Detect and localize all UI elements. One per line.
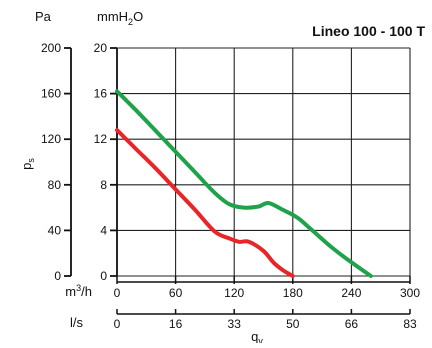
grid	[116, 47, 411, 277]
axes	[64, 47, 411, 315]
mmh2o-tick-label: 0	[100, 269, 107, 283]
pa-tick-label: 0	[54, 269, 61, 283]
series-line-red	[115, 128, 295, 278]
pa-tick-label: 120	[41, 132, 61, 146]
m3h-tick-label: 0	[114, 286, 121, 300]
y-axis-label: ps	[19, 158, 36, 170]
mmh2o-tick-label: 8	[100, 178, 107, 192]
m3h-tick-label: 300	[400, 286, 420, 300]
m3h-tick-label: 60	[169, 286, 183, 300]
mmh2o-tick-label: 12	[94, 132, 108, 146]
x-axis-label: qv	[251, 329, 263, 343]
mmh2o-tick-label: 4	[100, 223, 107, 237]
ls-tick-label: 83	[403, 317, 417, 331]
ls-tick-label: 66	[345, 317, 359, 331]
pa-tick-label: 80	[48, 178, 62, 192]
pa-tick-label: 200	[41, 41, 61, 55]
m3h-tick-label: 180	[283, 286, 303, 300]
mmh2o-tick-label: 16	[94, 87, 108, 101]
mmh2o-tick-label: 20	[94, 41, 108, 55]
x-unit-ls-label: l/s	[70, 315, 84, 330]
m3h-tick-label: 120	[224, 286, 244, 300]
pa-tick-label: 160	[41, 87, 61, 101]
ls-tick-label: 50	[286, 317, 300, 331]
chart-title: Lineo 100 - 100 T	[312, 23, 425, 39]
pa-tick-label: 40	[48, 223, 62, 237]
x-unit-m3h-label: m3/h	[65, 283, 92, 299]
series-layer	[115, 89, 373, 278]
series-line-green	[115, 89, 373, 278]
unit-pa-label: Pa	[35, 9, 52, 24]
ls-tick-label: 0	[114, 317, 121, 331]
m3h-tick-label: 240	[341, 286, 361, 300]
unit-mmh2o-label: mmH2O	[97, 9, 143, 27]
ls-tick-label: 16	[169, 317, 183, 331]
ls-tick-label: 33	[228, 317, 242, 331]
